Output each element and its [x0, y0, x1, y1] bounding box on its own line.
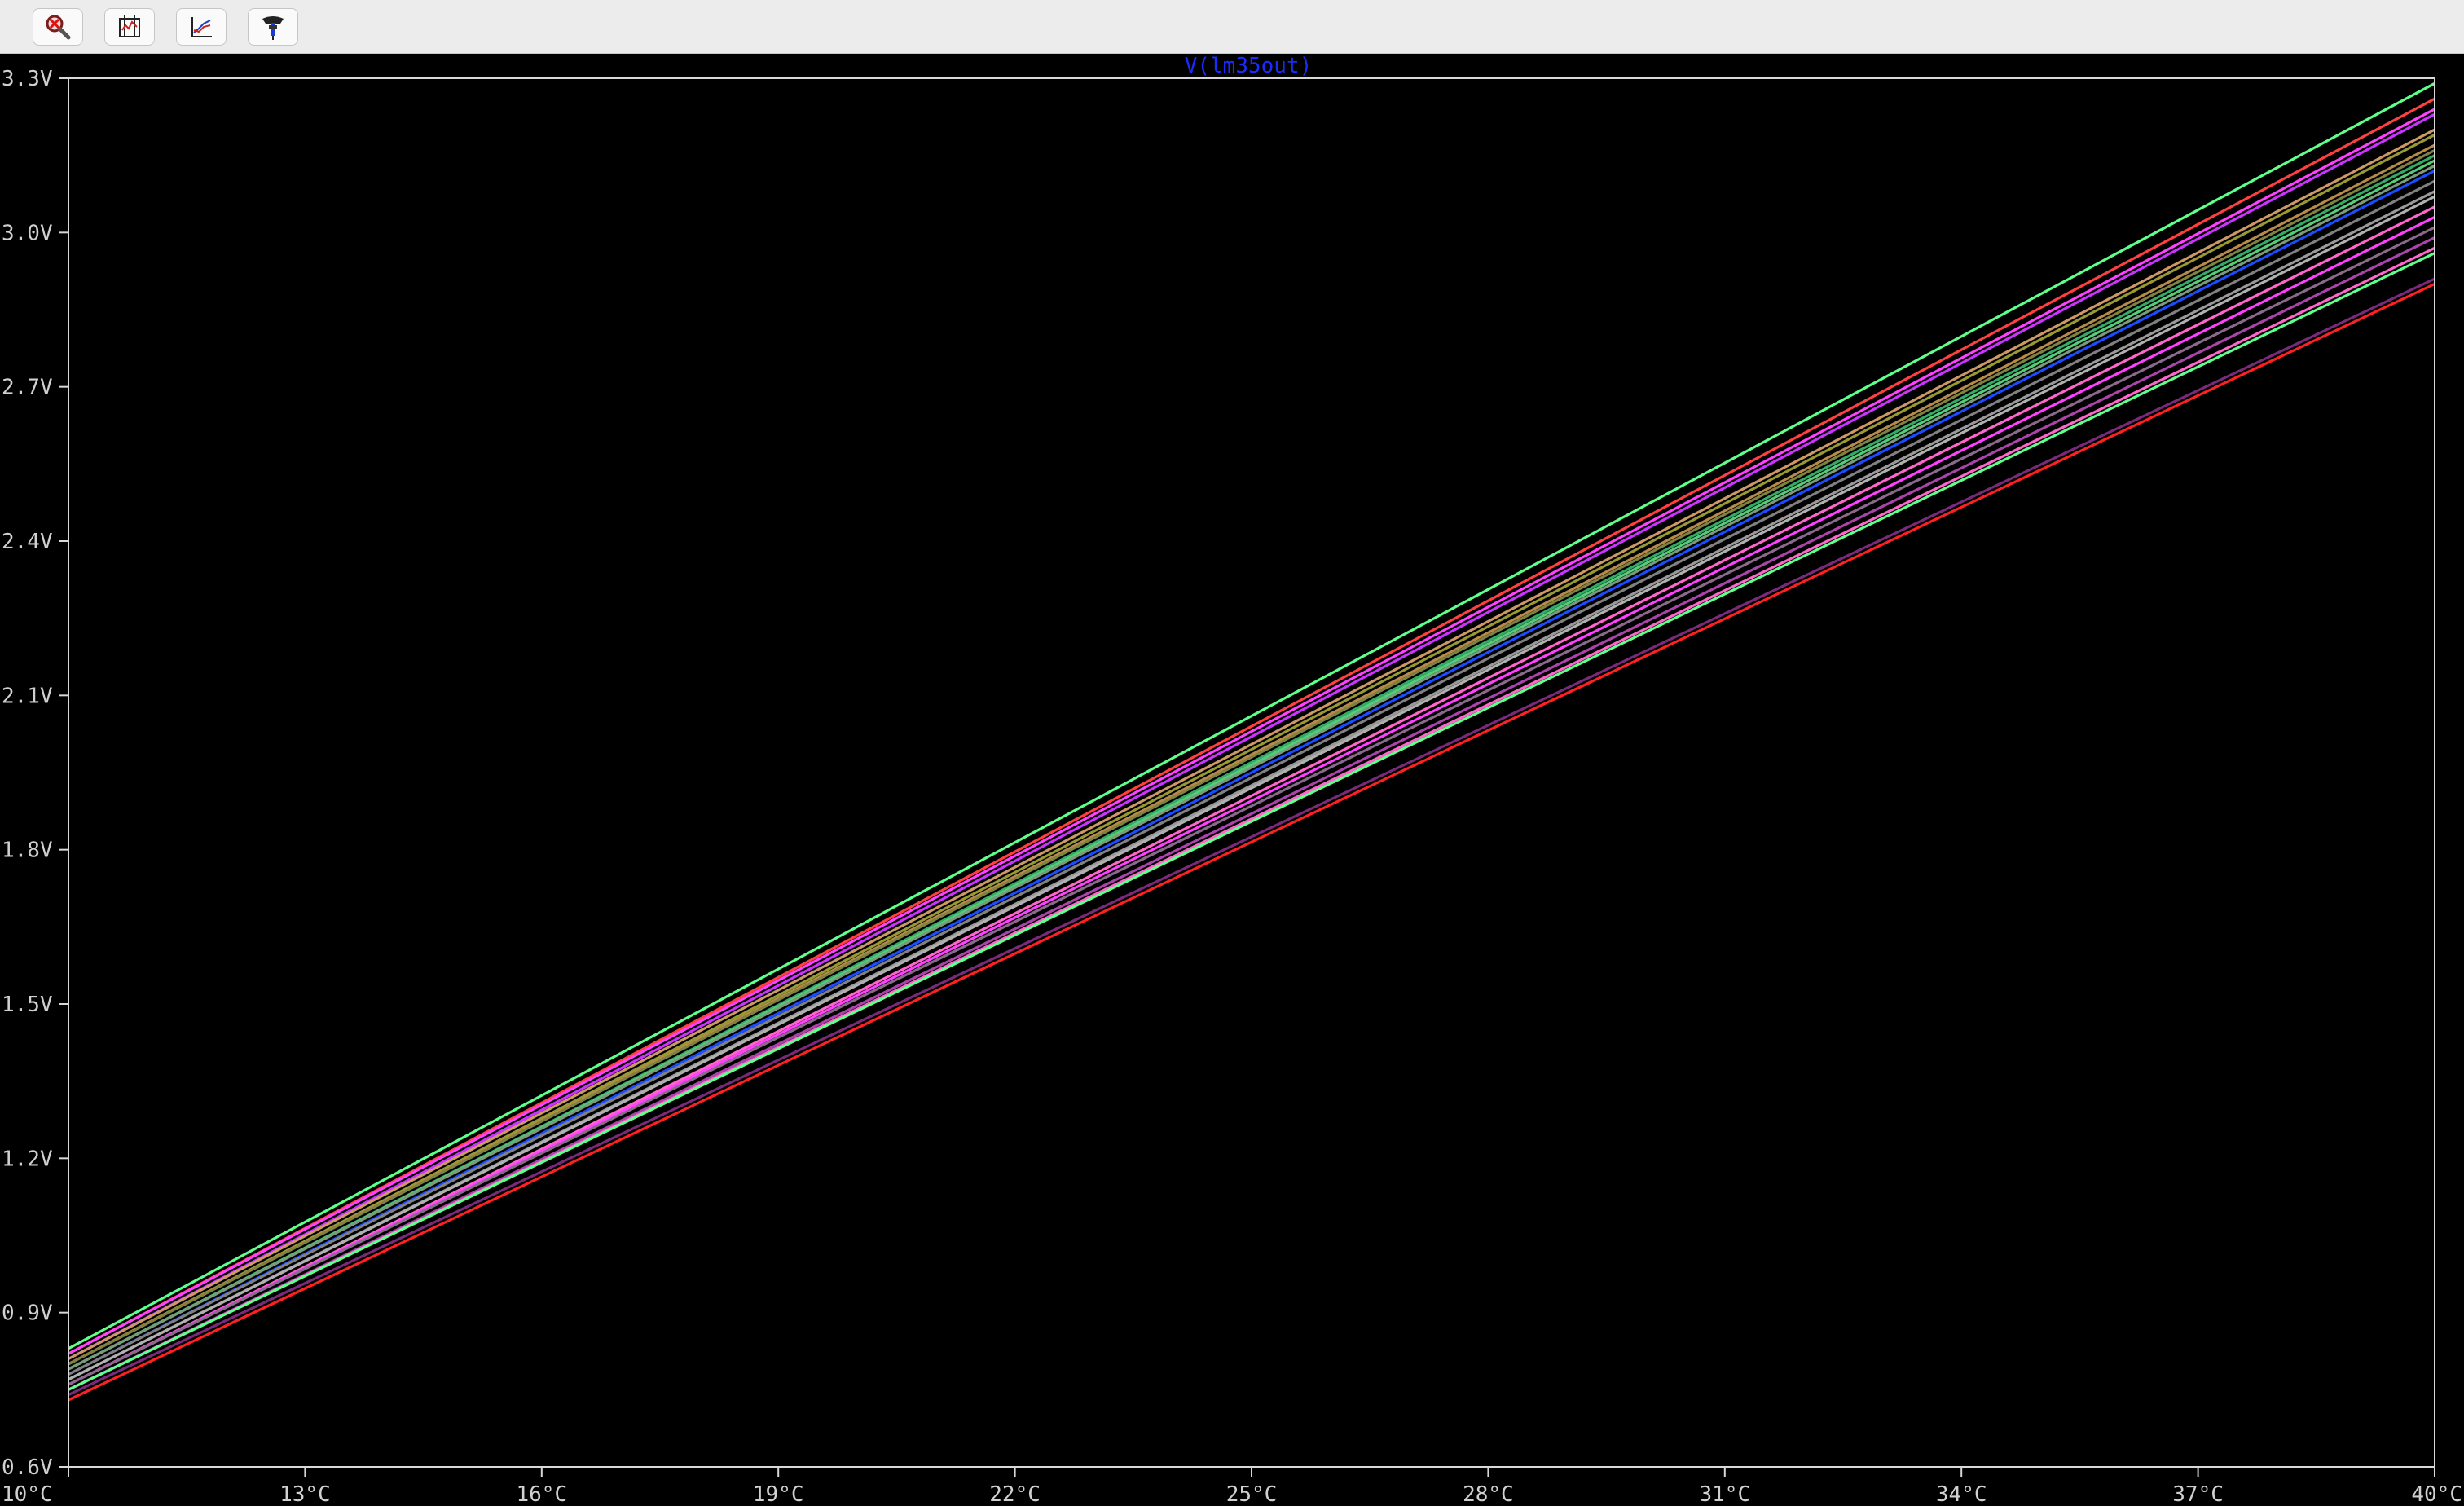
- y-tick-label: 3.3V: [2, 67, 53, 91]
- y-tick-label: 2.1V: [2, 684, 53, 708]
- y-tick-label: 0.6V: [2, 1455, 53, 1480]
- trace-line-21[interactable]: [68, 252, 2435, 1391]
- waveform-plot-pane[interactable]: 0.6V 0.9V 1.2V 1.5V 1.8V 2.1V 2.4V 2.7V 3.0V 3.3V…: [0, 54, 2464, 1506]
- x-axis: 10°C 13°C 16°C 19°C 22°C 25°C 28°C 31°C 34°C 37°C…: [2, 1467, 2462, 1506]
- trace-line-13[interactable]: [68, 179, 2435, 1376]
- trace-line-12[interactable]: [68, 164, 2435, 1371]
- zoom-cancel-button[interactable]: [33, 8, 83, 46]
- trace-line-23[interactable]: [68, 282, 2435, 1402]
- trace-line-19[interactable]: [68, 236, 2435, 1391]
- probe-button[interactable]: [248, 8, 298, 46]
- x-tick-label: 28°C: [1463, 1482, 1514, 1506]
- trace-line-2[interactable]: [68, 97, 2435, 1355]
- x-tick-label: 31°C: [1699, 1482, 1750, 1506]
- x-tick-label: 25°C: [1226, 1482, 1278, 1506]
- x-tick-label: 22°C: [989, 1482, 1041, 1506]
- x-tick-label: 16°C: [516, 1482, 567, 1506]
- trace-line-17[interactable]: [68, 215, 2435, 1386]
- trace-line-15[interactable]: [68, 195, 2435, 1381]
- y-tick-label: 2.4V: [2, 530, 53, 554]
- trace-line-5[interactable]: [68, 128, 2435, 1360]
- trace-line-16[interactable]: [68, 205, 2435, 1386]
- waveform-cursor-icon: [191, 17, 212, 37]
- cursor-button[interactable]: [176, 8, 227, 46]
- x-tick-label: 40°C: [2411, 1482, 2462, 1506]
- y-tick-label: 2.7V: [2, 376, 53, 400]
- trace-line-11[interactable]: [68, 170, 2435, 1376]
- trace-group: [68, 81, 2435, 1402]
- trace-line-1[interactable]: [68, 81, 2435, 1350]
- waveform-chart[interactable]: 0.6V 0.9V 1.2V 1.5V 1.8V 2.1V 2.4V 2.7V 3.0V 3.3V…: [0, 54, 2464, 1506]
- y-tick-label: 1.2V: [2, 1147, 53, 1171]
- autorange-icon: [119, 15, 140, 37]
- x-tick-label: 10°C: [2, 1482, 53, 1506]
- trace-line-3[interactable]: [68, 108, 2435, 1355]
- trace-line-6[interactable]: [68, 133, 2435, 1366]
- y-tick-label: 1.8V: [2, 839, 53, 863]
- x-tick-label: 13°C: [279, 1482, 331, 1506]
- y-tick-label: 3.0V: [2, 221, 53, 245]
- probe-icon: [262, 16, 284, 40]
- trace-line-8[interactable]: [68, 148, 2435, 1366]
- trace-line-18[interactable]: [68, 226, 2435, 1386]
- y-axis: 0.6V 0.9V 1.2V 1.5V 1.8V 2.1V 2.4V 2.7V 3.0V 3.3V: [2, 67, 68, 1480]
- autorange-button[interactable]: [104, 8, 155, 46]
- x-tick-label: 19°C: [753, 1482, 804, 1506]
- y-tick-label: 1.5V: [2, 993, 53, 1017]
- trace-line-4[interactable]: [68, 112, 2435, 1360]
- x-tick-label: 34°C: [1936, 1482, 1987, 1506]
- zoom-cancel-icon: [46, 15, 71, 40]
- trace-title[interactable]: V(lm35out): [1185, 54, 1313, 78]
- x-tick-label: 37°C: [2172, 1482, 2224, 1506]
- toolbar: [0, 0, 2464, 54]
- trace-line-22[interactable]: [68, 277, 2435, 1397]
- y-tick-label: 0.9V: [2, 1301, 53, 1326]
